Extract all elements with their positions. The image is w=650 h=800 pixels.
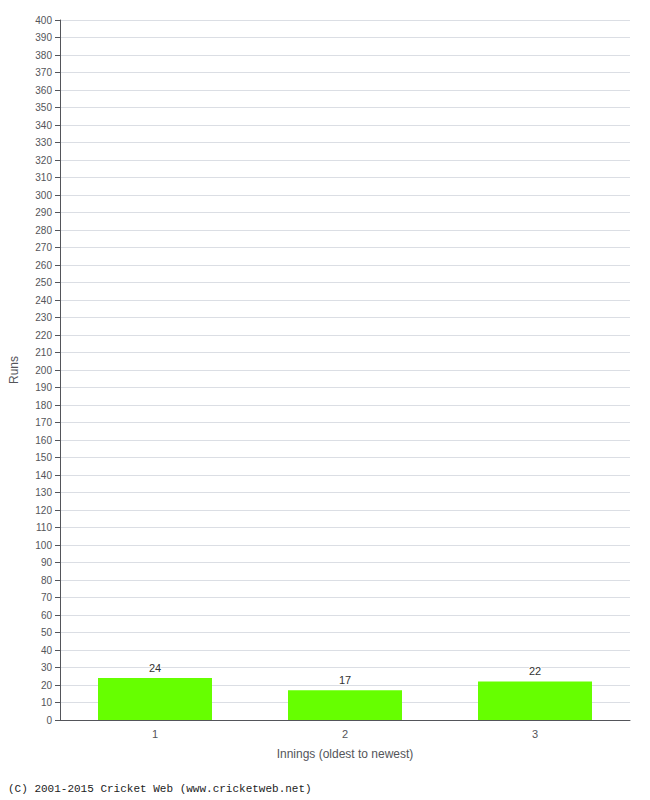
svg-text:330: 330 (35, 137, 52, 148)
svg-text:210: 210 (35, 347, 52, 358)
svg-text:30: 30 (41, 662, 53, 673)
svg-text:310: 310 (35, 172, 52, 183)
svg-text:40: 40 (41, 645, 53, 656)
svg-text:270: 270 (35, 242, 52, 253)
svg-text:350: 350 (35, 102, 52, 113)
svg-text:(C) 2001-2015 Cricket Web (www: (C) 2001-2015 Cricket Web (www.cricketwe… (8, 783, 312, 795)
svg-text:100: 100 (35, 540, 52, 551)
svg-text:80: 80 (41, 575, 53, 586)
svg-text:Innings (oldest to newest): Innings (oldest to newest) (277, 747, 414, 761)
svg-text:90: 90 (41, 557, 53, 568)
svg-text:390: 390 (35, 32, 52, 43)
svg-text:130: 130 (35, 487, 52, 498)
svg-text:22: 22 (529, 665, 541, 677)
svg-text:380: 380 (35, 50, 52, 61)
svg-text:170: 170 (35, 417, 52, 428)
svg-text:20: 20 (41, 680, 53, 691)
svg-text:280: 280 (35, 225, 52, 236)
svg-text:250: 250 (35, 277, 52, 288)
svg-text:60: 60 (41, 610, 53, 621)
svg-text:180: 180 (35, 400, 52, 411)
svg-text:370: 370 (35, 67, 52, 78)
svg-text:230: 230 (35, 312, 52, 323)
svg-text:50: 50 (41, 627, 53, 638)
svg-text:320: 320 (35, 155, 52, 166)
svg-text:150: 150 (35, 452, 52, 463)
svg-text:240: 240 (35, 295, 52, 306)
svg-text:17: 17 (339, 674, 351, 686)
svg-text:260: 260 (35, 260, 52, 271)
svg-text:Runs: Runs (7, 356, 21, 384)
svg-text:360: 360 (35, 85, 52, 96)
svg-text:140: 140 (35, 470, 52, 481)
svg-text:200: 200 (35, 365, 52, 376)
svg-text:190: 190 (35, 382, 52, 393)
svg-text:400: 400 (35, 15, 52, 26)
svg-text:290: 290 (35, 207, 52, 218)
svg-text:0: 0 (46, 715, 52, 726)
svg-text:10: 10 (41, 697, 53, 708)
svg-text:340: 340 (35, 120, 52, 131)
svg-text:70: 70 (41, 592, 53, 603)
svg-text:110: 110 (36, 522, 52, 533)
svg-text:300: 300 (35, 190, 52, 201)
svg-text:1: 1 (152, 728, 158, 740)
svg-text:220: 220 (35, 330, 52, 341)
svg-text:160: 160 (35, 435, 52, 446)
svg-text:120: 120 (35, 505, 52, 516)
svg-text:3: 3 (532, 728, 538, 740)
svg-text:2: 2 (342, 728, 348, 740)
svg-text:24: 24 (149, 662, 161, 674)
